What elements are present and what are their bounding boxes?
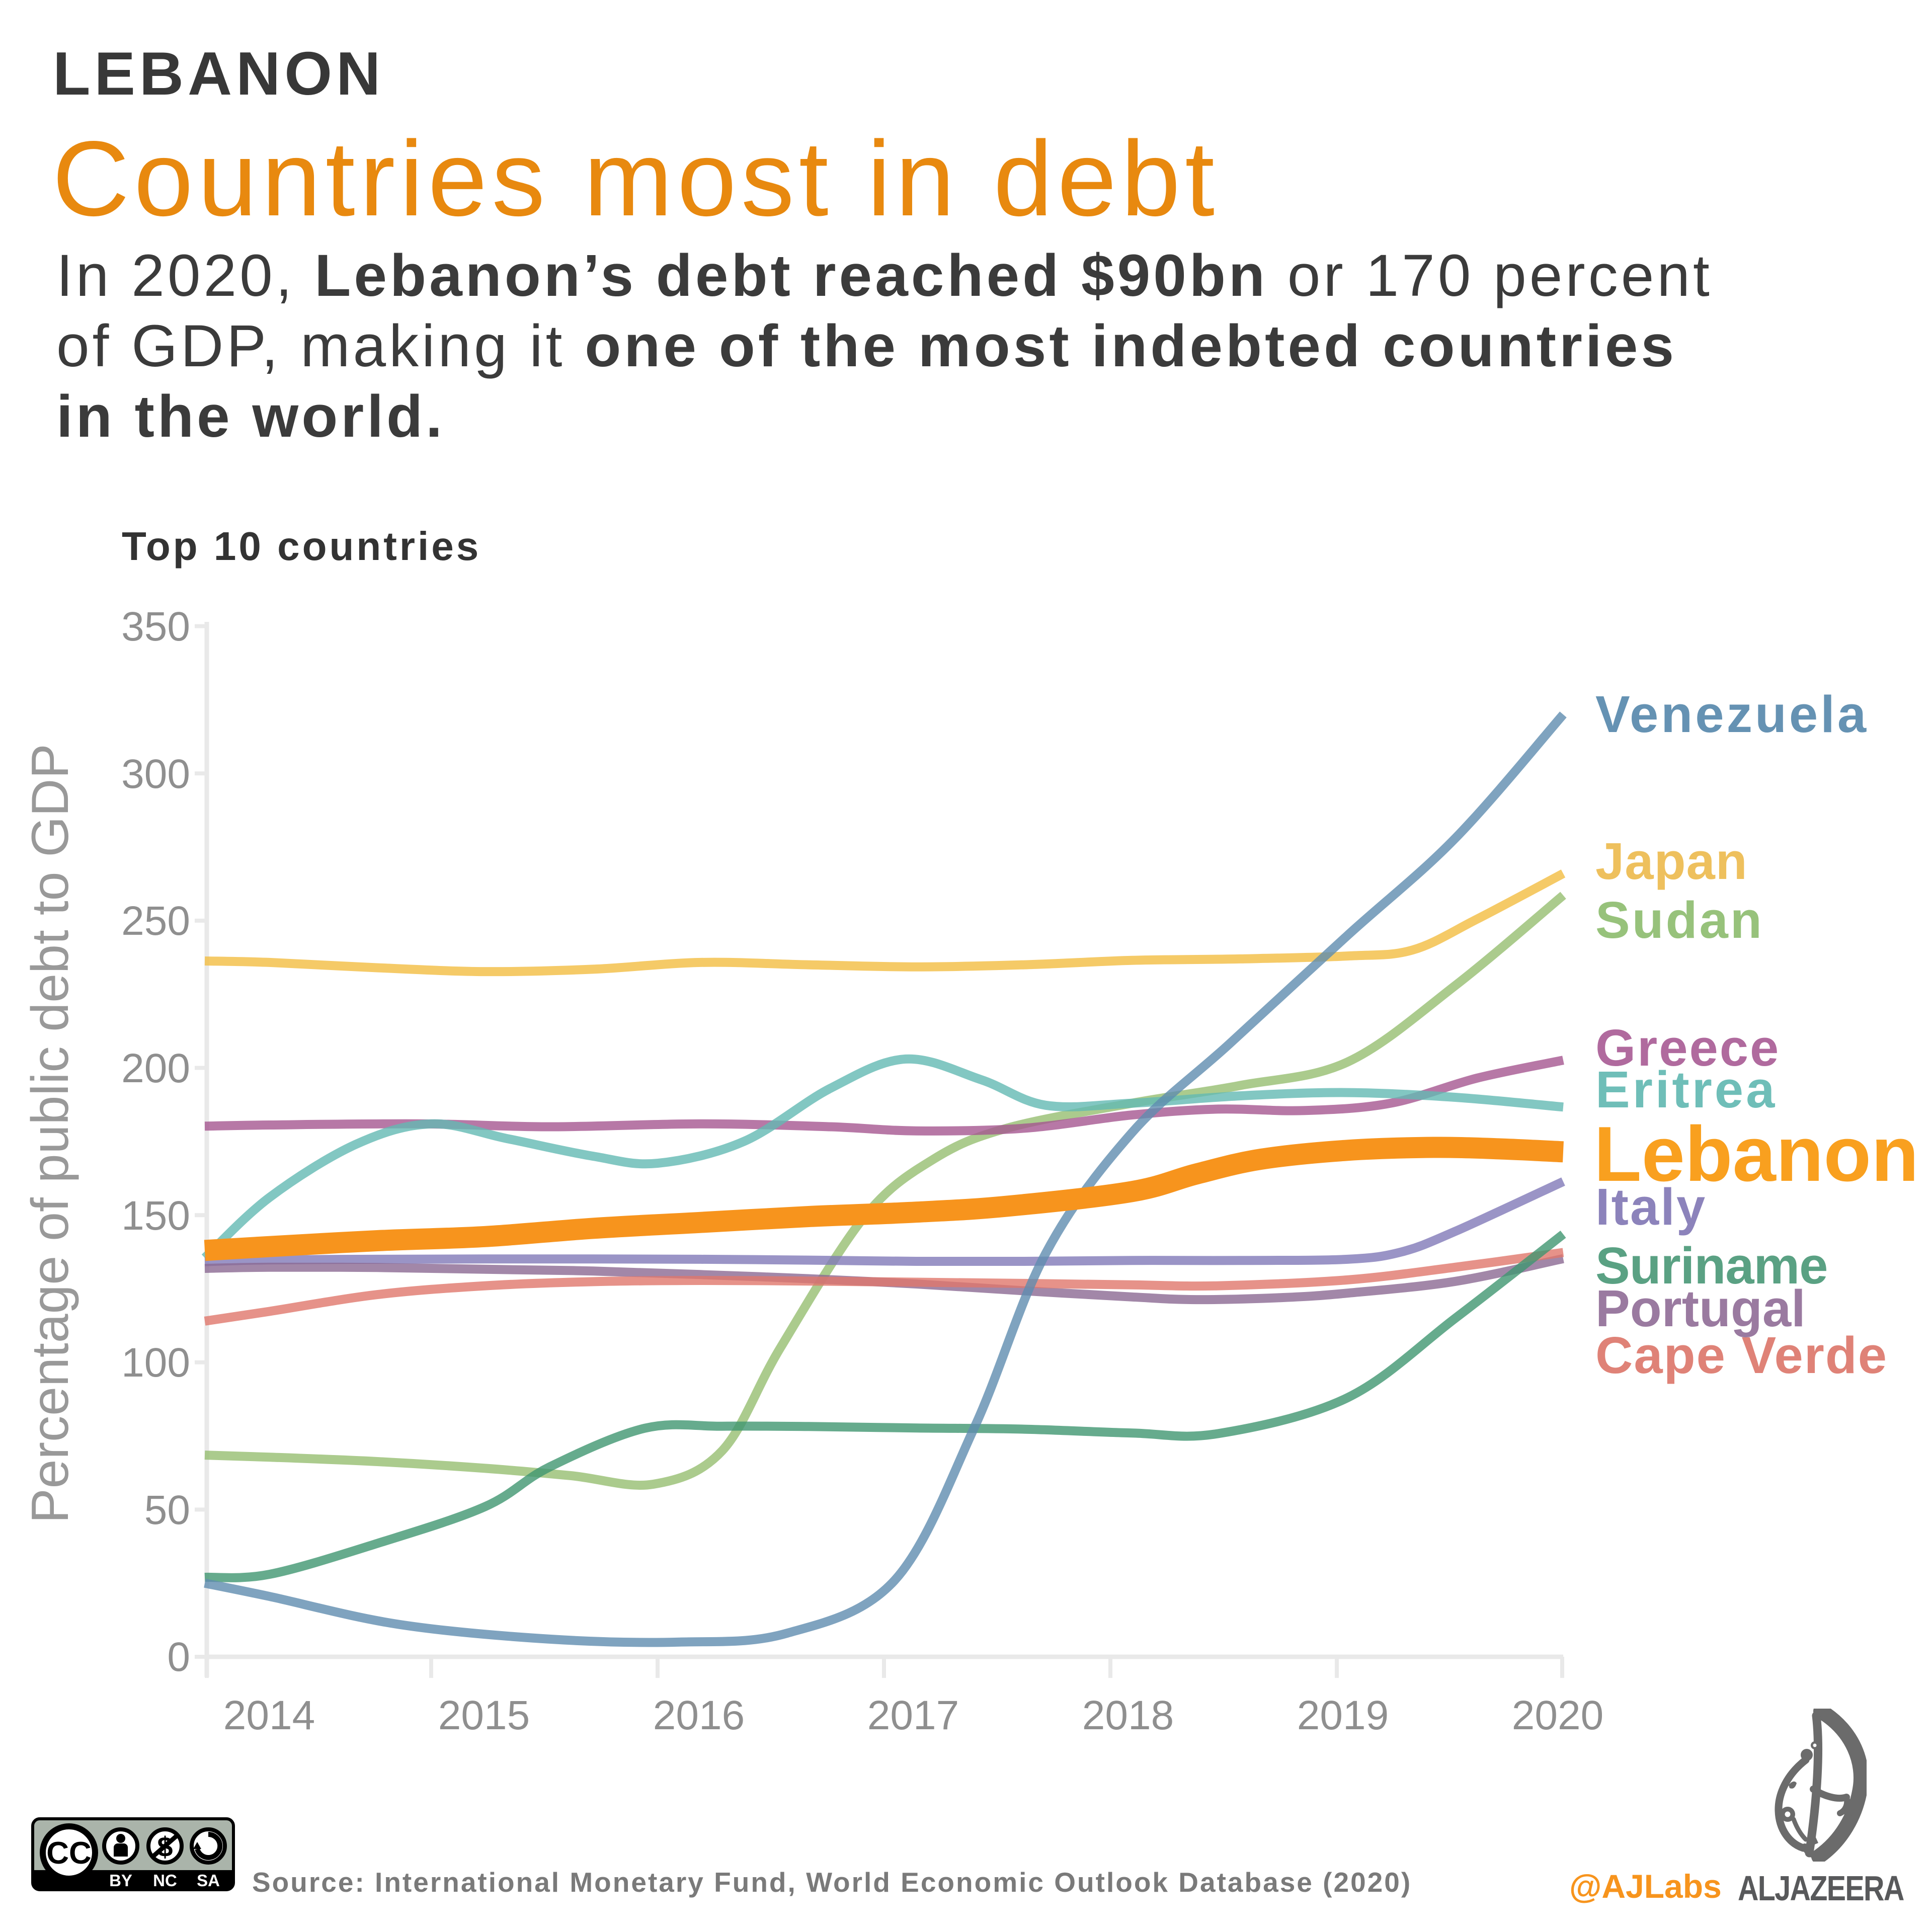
svg-text:Suriname: Suriname — [1595, 1237, 1827, 1295]
svg-text:Lebanon: Lebanon — [1594, 1110, 1919, 1197]
svg-text:200: 200 — [121, 1045, 190, 1091]
svg-text:Top 10 countries: Top 10 countries — [122, 524, 481, 569]
svg-text:0: 0 — [167, 1634, 190, 1680]
svg-text:Percentage of public debt to G: Percentage of public debt to GDP — [21, 744, 79, 1523]
svg-text:2014: 2014 — [223, 1693, 315, 1738]
svg-text:Greece: Greece — [1595, 1019, 1780, 1077]
svg-text:CC: CC — [46, 1836, 92, 1871]
svg-text:Cape Verde: Cape Verde — [1595, 1326, 1888, 1384]
svg-text:2017: 2017 — [867, 1693, 959, 1738]
svg-text:2019: 2019 — [1297, 1693, 1389, 1738]
svg-text:Sudan: Sudan — [1595, 891, 1764, 949]
svg-text:Eritrea: Eritrea — [1595, 1061, 1777, 1118]
svg-text:BY: BY — [109, 1871, 132, 1890]
svg-text:50: 50 — [144, 1487, 190, 1533]
svg-text:100: 100 — [121, 1340, 190, 1386]
svg-text:Portugal: Portugal — [1595, 1279, 1806, 1337]
svg-text:Japan: Japan — [1595, 832, 1748, 890]
svg-text:2016: 2016 — [653, 1693, 745, 1738]
svg-text:350: 350 — [121, 604, 190, 650]
svg-text:SA: SA — [197, 1871, 220, 1890]
svg-text:2018: 2018 — [1082, 1693, 1174, 1738]
svg-text:Venezuela: Venezuela — [1595, 685, 1869, 743]
svg-text:Italy: Italy — [1595, 1178, 1707, 1236]
svg-text:150: 150 — [121, 1193, 190, 1239]
svg-text:2020: 2020 — [1512, 1693, 1603, 1738]
svg-text:NC: NC — [153, 1871, 177, 1890]
svg-text:300: 300 — [121, 751, 190, 797]
svg-text:250: 250 — [121, 898, 190, 944]
svg-text:2015: 2015 — [438, 1693, 530, 1738]
